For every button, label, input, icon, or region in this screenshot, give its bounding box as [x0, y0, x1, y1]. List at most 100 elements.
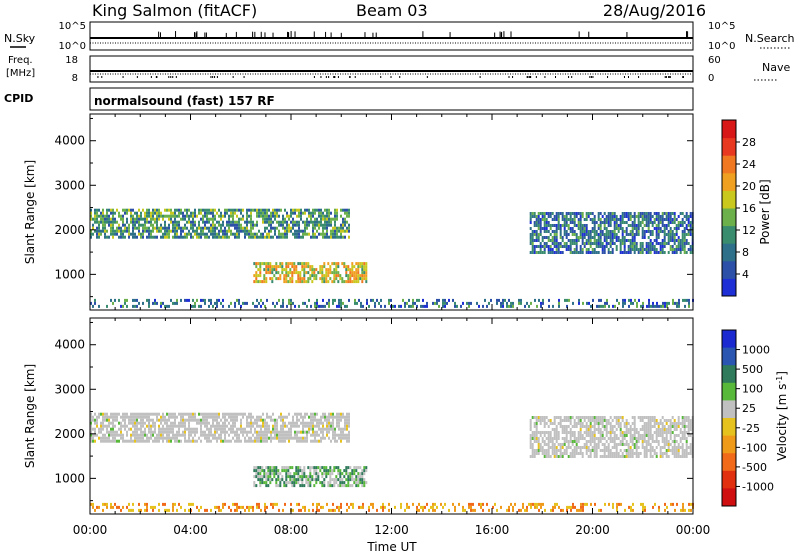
data-cell [543, 215, 546, 218]
data-cell [144, 430, 146, 434]
data-cell [298, 232, 300, 236]
data-cell [531, 443, 534, 446]
data-cell [120, 433, 122, 437]
data-cell [613, 224, 616, 227]
data-cell [313, 469, 316, 473]
data-cell [212, 226, 214, 230]
data-cell [603, 452, 606, 455]
data-cell [316, 223, 318, 227]
data-cell [635, 446, 638, 449]
data-cell [681, 455, 684, 458]
data-cell [402, 298, 404, 302]
data-cell [609, 452, 612, 455]
data-cell [597, 428, 600, 431]
data-cell [326, 427, 328, 431]
data-cell [687, 242, 690, 245]
data-cell [134, 439, 136, 443]
data-cell [645, 446, 648, 449]
data-cell [162, 235, 164, 239]
data-cell [170, 412, 172, 416]
data-cell [300, 412, 302, 416]
data-cell [194, 232, 196, 236]
data-cell [188, 415, 190, 419]
data-cell [372, 502, 374, 506]
data-cell [264, 304, 266, 308]
data-cell [549, 251, 552, 254]
freq-point [214, 76, 216, 78]
data-cell [188, 232, 190, 236]
data-cell [633, 239, 636, 242]
data-cell [593, 452, 596, 455]
data-cell [266, 220, 268, 224]
data-cell [657, 227, 660, 230]
data-cell [529, 227, 532, 230]
data-cell [276, 421, 278, 425]
data-cell [206, 235, 208, 239]
data-cell [654, 304, 656, 308]
data-cell [309, 478, 312, 482]
data-cell [571, 218, 574, 221]
data-cell [194, 415, 196, 419]
data-cell [288, 433, 290, 437]
data-cell [136, 226, 138, 230]
data-cell [520, 508, 522, 512]
data-cell [309, 466, 312, 470]
data-cell [555, 434, 558, 437]
data-cell [152, 433, 154, 437]
data-cell [306, 424, 308, 428]
data-cell [558, 301, 560, 305]
data-cell [146, 298, 148, 302]
data-cell [689, 248, 692, 251]
colorbar-tick-label: 8 [742, 246, 749, 259]
data-cell [292, 232, 294, 236]
data-cell [304, 505, 306, 509]
data-cell [677, 452, 680, 455]
data-cell [531, 230, 534, 233]
data-cell [327, 271, 330, 275]
data-cell [575, 215, 578, 218]
data-cell [180, 424, 182, 428]
data-cell [657, 236, 660, 239]
data-cell [269, 472, 272, 476]
data-cell [541, 449, 544, 452]
freq-point [590, 76, 592, 78]
data-cell [236, 508, 238, 512]
data-cell [633, 245, 636, 248]
data-cell [348, 424, 350, 428]
data-cell [315, 277, 318, 281]
data-cell [603, 449, 606, 452]
data-cell [652, 304, 654, 308]
data-cell [238, 505, 240, 509]
data-cell [681, 446, 684, 449]
data-cell [200, 430, 202, 434]
data-cell [593, 416, 596, 419]
data-cell [641, 227, 644, 230]
data-cell [568, 505, 570, 509]
data-cell [365, 481, 368, 485]
data-cell [204, 508, 206, 512]
data-cell [605, 218, 608, 221]
data-cell [547, 251, 550, 254]
data-cell [619, 239, 622, 242]
data-cell [422, 508, 424, 512]
colorbar-segment [722, 365, 736, 384]
data-cell [110, 430, 112, 434]
data-cell [180, 217, 182, 221]
data-cell [160, 427, 162, 431]
data-cell [128, 226, 130, 230]
data-cell [190, 502, 192, 506]
data-cell [554, 505, 556, 509]
data-cell [625, 440, 628, 443]
data-cell [170, 229, 172, 233]
data-cell [612, 304, 614, 308]
data-cell [110, 415, 112, 419]
data-cell [278, 508, 280, 512]
data-cell [160, 433, 162, 437]
data-cell [266, 232, 268, 236]
data-cell [629, 452, 632, 455]
data-cell [348, 214, 350, 218]
data-cell [641, 416, 644, 419]
data-cell [164, 232, 166, 236]
data-cell [164, 229, 166, 233]
data-cell [388, 508, 390, 512]
